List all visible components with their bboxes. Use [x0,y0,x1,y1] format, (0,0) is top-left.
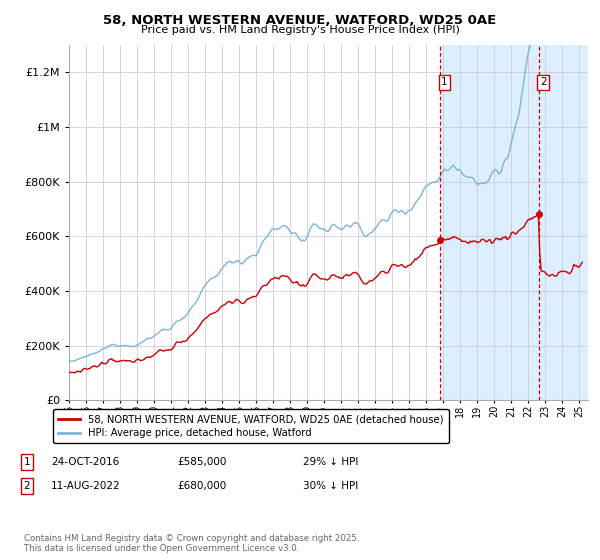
Text: Price paid vs. HM Land Registry's House Price Index (HPI): Price paid vs. HM Land Registry's House … [140,25,460,35]
Text: 11-AUG-2022: 11-AUG-2022 [51,481,121,491]
Bar [440,45,588,400]
Text: 2: 2 [23,481,31,491]
Text: 58, NORTH WESTERN AVENUE, WATFORD, WD25 0AE: 58, NORTH WESTERN AVENUE, WATFORD, WD25 … [103,14,497,27]
Text: 29% ↓ HPI: 29% ↓ HPI [303,457,358,467]
Text: 2: 2 [540,77,547,87]
Text: Contains HM Land Registry data © Crown copyright and database right 2025.
This d: Contains HM Land Registry data © Crown c… [24,534,359,553]
Text: 30% ↓ HPI: 30% ↓ HPI [303,481,358,491]
Text: 1: 1 [441,77,448,87]
Text: 1: 1 [23,457,31,467]
Text: £680,000: £680,000 [177,481,226,491]
Text: 24-OCT-2016: 24-OCT-2016 [51,457,119,467]
Text: £585,000: £585,000 [177,457,226,467]
Legend: 58, NORTH WESTERN AVENUE, WATFORD, WD25 0AE (detached house), HPI: Average price: 58, NORTH WESTERN AVENUE, WATFORD, WD25 … [53,409,449,444]
